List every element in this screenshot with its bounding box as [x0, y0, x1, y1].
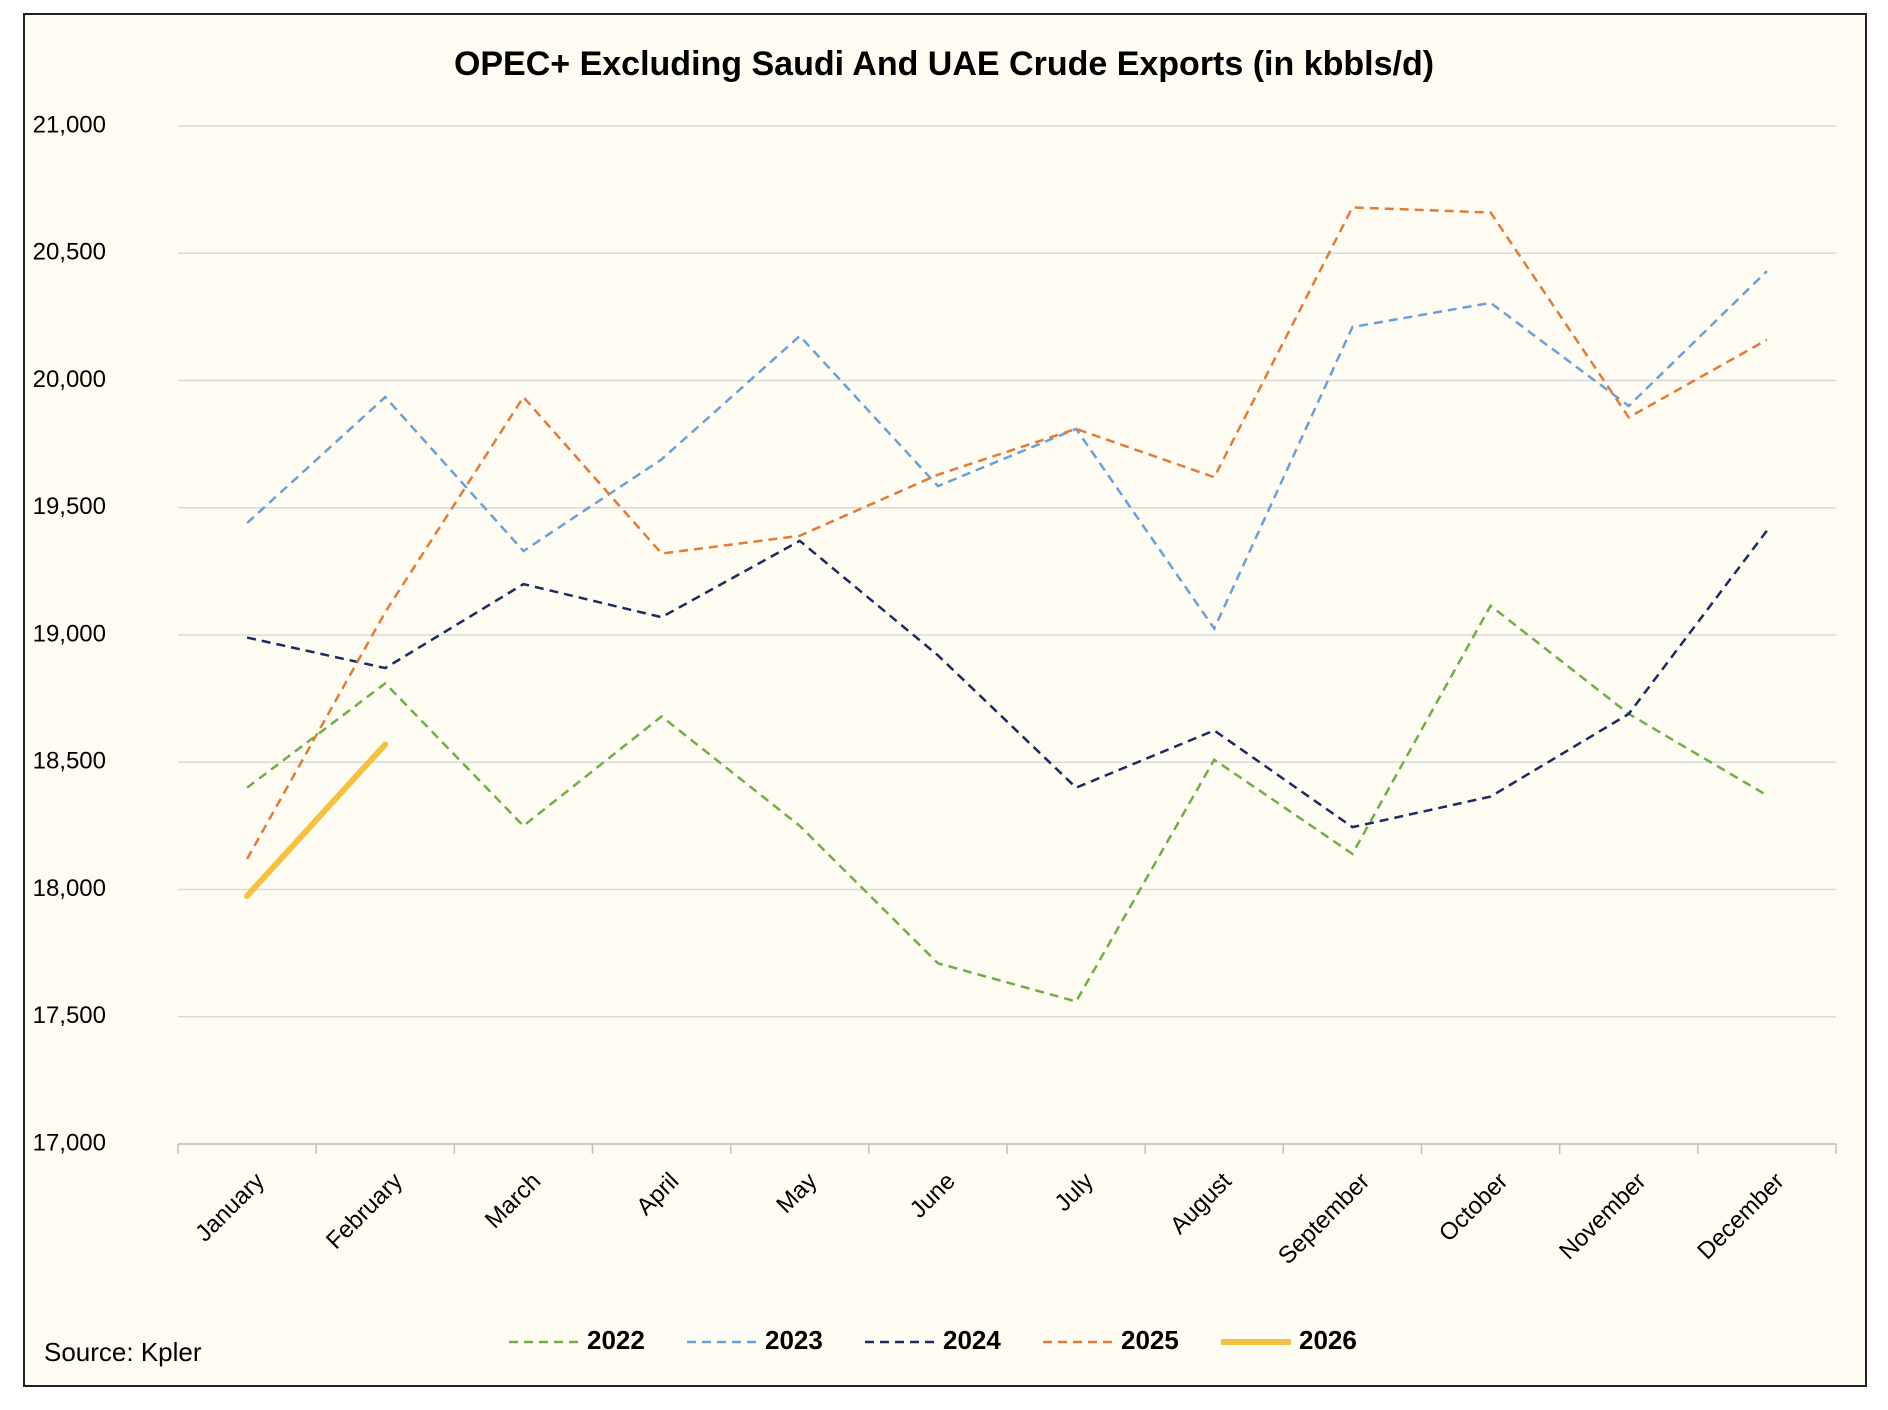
y-tick-label: 19,500	[33, 493, 106, 520]
legend-label: 2022	[587, 1325, 645, 1355]
y-tick-label: 17,500	[33, 1002, 106, 1029]
series-line	[244, 741, 389, 899]
series-line	[245, 206, 1768, 860]
legend-label: 2026	[1299, 1325, 1357, 1355]
y-tick-label: 20,500	[33, 239, 106, 266]
y-tick-label: 20,000	[33, 366, 106, 393]
source-note: Source: Kpler	[44, 1337, 202, 1367]
chart-frame	[23, 13, 1867, 1387]
series-line	[246, 270, 1768, 632]
y-tick-label: 21,000	[33, 111, 106, 138]
legend-label: 2023	[765, 1325, 823, 1355]
y-tick-label: 19,000	[33, 620, 106, 647]
series-line	[246, 603, 1768, 1003]
chart-title: OPEC+ Excluding Saudi And UAE Crude Expo…	[454, 45, 1434, 83]
y-tick-label: 17,000	[33, 1129, 106, 1156]
legend-label: 2025	[1121, 1325, 1179, 1355]
legend-label: 2024	[943, 1325, 1001, 1355]
series-line	[246, 529, 1768, 829]
y-tick-label: 18,000	[33, 875, 106, 902]
y-tick-label: 18,500	[33, 748, 106, 775]
